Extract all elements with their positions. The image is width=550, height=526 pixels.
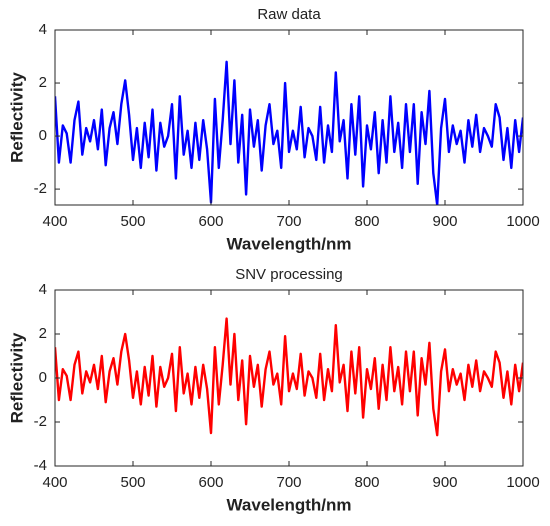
x-tick-label: 400 [42, 474, 67, 491]
x-tick-label: 900 [432, 213, 457, 230]
x-tick-label: 500 [120, 474, 145, 491]
y-tick-label: -4 [34, 457, 47, 474]
chart-title: Raw data [257, 6, 321, 23]
x-tick-label: 800 [354, 213, 379, 230]
plot-area [55, 317, 523, 437]
x-tick-label: 600 [198, 213, 223, 230]
y-axis-label: Reflectivity [7, 332, 26, 423]
y-axis-label: Reflectivity [7, 72, 26, 163]
x-tick-label: 900 [432, 474, 457, 491]
x-tick-label: 1000 [506, 213, 539, 230]
y-tick-label: 2 [39, 325, 47, 342]
y-tick-label: 0 [39, 369, 47, 386]
y-tick-label: 2 [39, 74, 47, 91]
y-tick-label: 0 [39, 127, 47, 144]
plot-area [55, 60, 523, 205]
x-axis-label: Wavelength/nm [227, 495, 352, 514]
x-axis-label: Wavelength/nm [227, 234, 352, 253]
x-tick-label: 700 [276, 213, 301, 230]
x-tick-label: 400 [42, 213, 67, 230]
data-line [55, 317, 523, 437]
y-tick-label: -2 [34, 180, 47, 197]
axes-box [54, 29, 524, 206]
x-tick-label: 800 [354, 474, 379, 491]
x-tick-label: 600 [198, 474, 223, 491]
y-tick-label: 4 [39, 281, 47, 298]
x-tick-label: 1000 [506, 474, 539, 491]
chart-title: SNV processing [235, 266, 343, 283]
data-line [55, 60, 523, 205]
y-tick-label: -2 [34, 413, 47, 430]
y-tick-label: 4 [39, 21, 47, 38]
x-tick-label: 700 [276, 474, 301, 491]
x-tick-label: 500 [120, 213, 145, 230]
